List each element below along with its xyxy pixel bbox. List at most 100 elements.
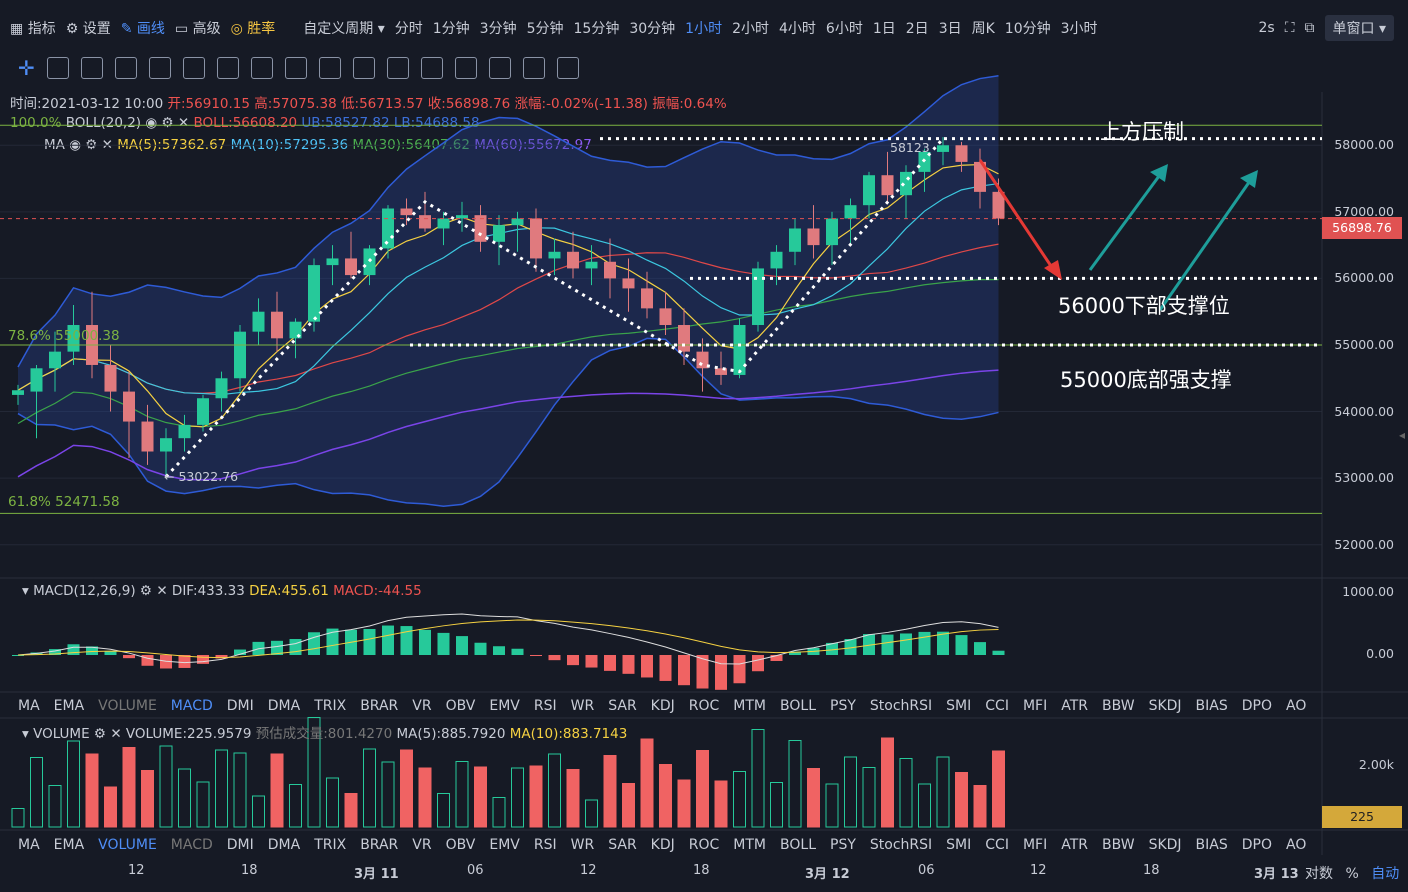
period-0[interactable]: 分时 [394,21,423,37]
close-icon[interactable]: ✕ [177,115,190,131]
auto-toggle[interactable]: 自动 [1371,866,1400,882]
indicator-tab-volume[interactable]: VOLUME [98,698,157,714]
indicator-tab-rsi[interactable]: RSI [533,837,557,853]
indicator-tab-dma[interactable]: DMA [267,837,301,853]
draw-button[interactable]: ✎ 画线 [120,21,165,37]
indicator-tab-ao[interactable]: AO [1286,837,1307,853]
indicator-tab-skdj[interactable]: SKDJ [1148,837,1182,853]
indicator-tab-roc[interactable]: ROC [688,698,720,714]
winrate-button[interactable]: ◎ 胜率 [230,21,276,37]
period-6[interactable]: 1小时 [685,21,723,37]
indicator-tab-atr[interactable]: ATR [1061,698,1088,714]
copy-icon[interactable] [488,57,511,79]
indicator-tab-bias[interactable]: BIAS [1195,698,1228,714]
fib-tool-icon[interactable] [182,57,205,79]
indicator-tab-atr[interactable]: ATR [1061,837,1088,853]
indicator-tab-brar[interactable]: BRAR [360,837,399,853]
ruler-icon[interactable] [420,57,443,79]
period-13[interactable]: 周K [971,21,995,37]
indicator-tab-vr[interactable]: VR [412,698,432,714]
indicator-tab-kdj[interactable]: KDJ [650,837,675,853]
close-icon[interactable]: ✕ [101,137,113,153]
close-icon[interactable]: ✕ [110,726,122,742]
period-2[interactable]: 3分钟 [479,21,517,37]
brush-icon[interactable] [386,57,409,79]
indicator-tab-bias[interactable]: BIAS [1195,837,1228,853]
indicator-tab-boll[interactable]: BOLL [780,837,816,853]
indicator-tab-brar[interactable]: BRAR [360,698,399,714]
collapse-icon[interactable]: ▾ [22,726,29,742]
indicator-tab-boll[interactable]: BOLL [780,698,816,714]
magnet-icon[interactable] [318,57,341,79]
indicator-tab-bbw[interactable]: BBW [1102,698,1135,714]
eye-icon[interactable]: ◉ [145,115,158,131]
popout-icon[interactable]: ⧉ [1304,20,1315,36]
gear-icon[interactable]: ⚙ [93,726,107,742]
indicator-tab-stochrsi[interactable]: StochRSI [869,698,933,714]
indicator-tab-mfi[interactable]: MFI [1022,698,1048,714]
period-8[interactable]: 4小时 [779,21,816,37]
indicator-tab-obv[interactable]: OBV [445,837,476,853]
period-15[interactable]: 3小时 [1060,21,1098,37]
indicator-tab-psy[interactable]: PSY [830,837,856,853]
indicator-tab-dpo[interactable]: DPO [1241,698,1272,714]
indicator-tab-obv[interactable]: OBV [445,698,476,714]
log-toggle[interactable]: 对数 [1305,866,1333,882]
channel-tool-icon[interactable] [148,57,171,79]
pattern-tool-icon[interactable] [284,57,307,79]
indicator-tab-ema[interactable]: EMA [53,698,85,714]
refresh-rate[interactable]: 2s [1258,20,1275,36]
indicator-tab-roc[interactable]: ROC [688,837,720,853]
indicator-tab-dma[interactable]: DMA [267,698,301,714]
trash-icon[interactable] [556,57,579,79]
percent-toggle[interactable]: % [1345,866,1359,882]
indicator-tab-smi[interactable]: SMI [946,698,972,714]
line-tool-icon[interactable] [46,57,69,79]
period-4[interactable]: 15分钟 [573,21,620,37]
indicator-tab-kdj[interactable]: KDJ [650,698,675,714]
custom-period-dropdown[interactable]: 自定义周期 ▾ [303,21,385,37]
gear-icon[interactable]: ⚙ [139,583,153,599]
rectangle-tool-icon[interactable] [114,57,137,79]
gear-icon[interactable]: ⚙ [85,137,98,153]
settings-button[interactable]: ⚙ 设置 [65,21,111,37]
lock-icon[interactable] [454,57,477,79]
indicator-tab-wr[interactable]: WR [570,837,595,853]
period-12[interactable]: 3日 [938,21,962,37]
indicator-tab-dmi[interactable]: DMI [226,837,254,853]
measure-tool-icon[interactable] [216,57,239,79]
indicator-tab-macd[interactable]: MACD [170,698,213,714]
indicator-tab-emv[interactable]: EMV [489,698,520,714]
period-5[interactable]: 30分钟 [629,21,676,37]
period-7[interactable]: 2小时 [732,21,769,37]
period-3[interactable]: 5分钟 [526,21,564,37]
indicator-tab-rsi[interactable]: RSI [533,698,557,714]
indicators-button[interactable]: ▦ 指标 [10,21,56,37]
indicator-tab-psy[interactable]: PSY [830,698,856,714]
indicator-tab-ma[interactable]: MA [18,698,40,714]
indicator-tab-volume[interactable]: VOLUME [98,837,157,853]
indicator-tab-mtm[interactable]: MTM [733,837,767,853]
indicator-tab-stochrsi[interactable]: StochRSI [869,837,933,853]
indicator-tab-ao[interactable]: AO [1286,698,1307,714]
hide-icon[interactable] [522,57,545,79]
close-icon[interactable]: ✕ [156,583,168,599]
indicator-tab-mfi[interactable]: MFI [1022,837,1048,853]
indicator-tab-sar[interactable]: SAR [608,837,637,853]
indicator-tab-ma[interactable]: MA [18,837,40,853]
indicator-tab-vr[interactable]: VR [412,837,432,853]
collapse-icon[interactable]: ▾ [22,583,29,599]
indicator-tab-sar[interactable]: SAR [608,698,637,714]
window-mode-dropdown[interactable]: 单窗口 ▾ [1324,15,1394,41]
indicator-tab-trix[interactable]: TRIX [314,698,347,714]
eye-icon[interactable]: ◉ [69,137,81,153]
indicator-tab-cci[interactable]: CCI [985,837,1009,853]
fullscreen-icon[interactable]: ⛶ [1284,20,1295,36]
period-11[interactable]: 2日 [905,21,929,37]
scroll-handle-icon[interactable]: ◂ [1399,428,1406,442]
text-tool-icon[interactable] [250,57,273,79]
indicator-tab-cci[interactable]: CCI [985,698,1009,714]
period-1[interactable]: 1分钟 [432,21,470,37]
period-9[interactable]: 6小时 [825,21,863,37]
indicator-tab-trix[interactable]: TRIX [314,837,347,853]
